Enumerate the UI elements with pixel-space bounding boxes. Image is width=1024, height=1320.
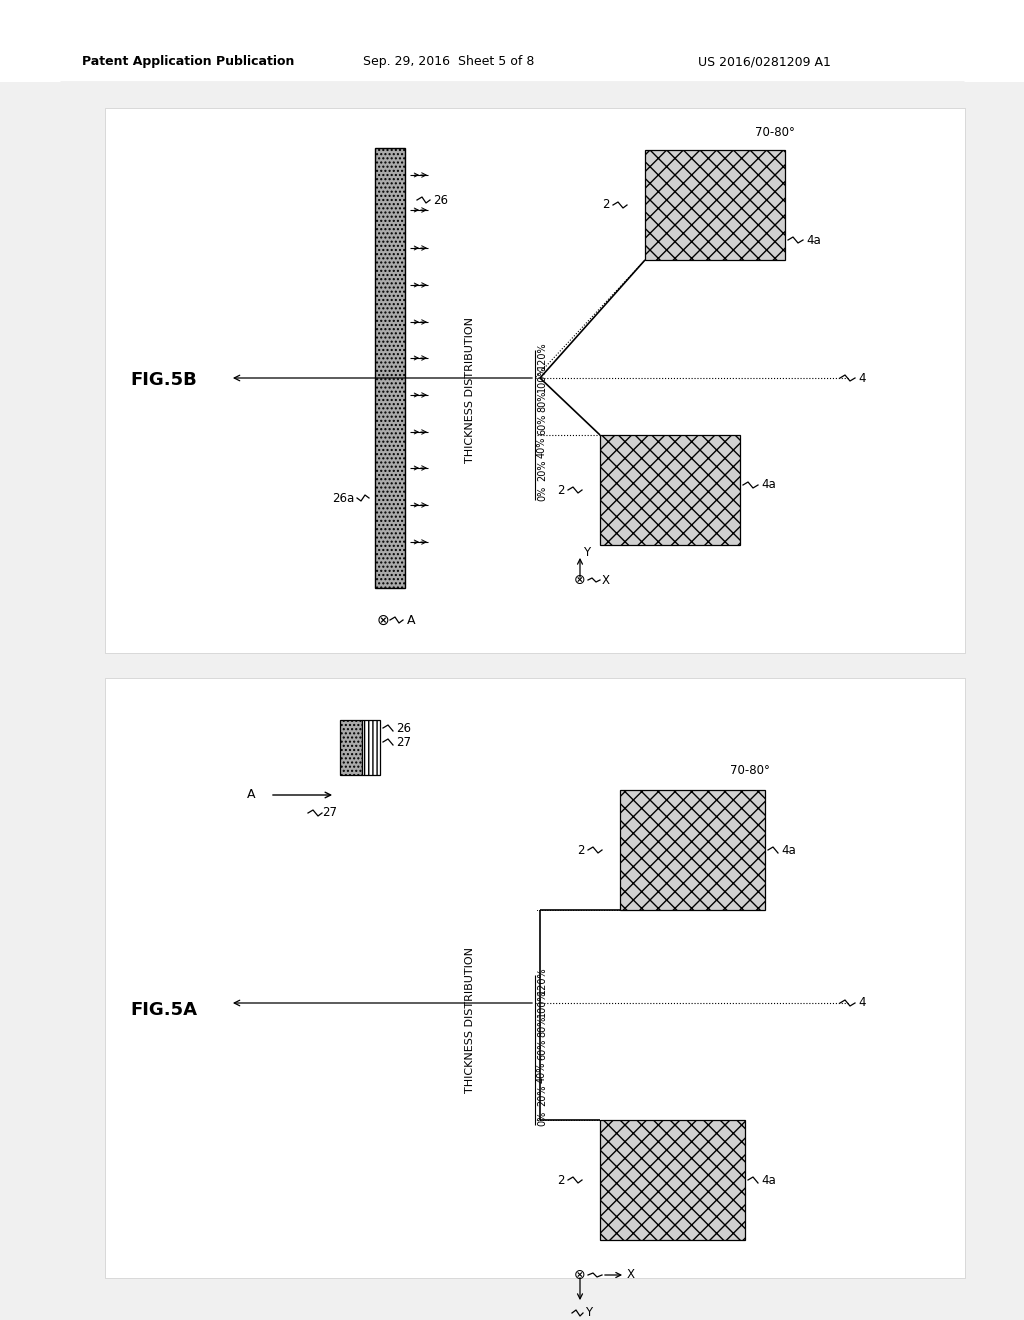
Text: 0%: 0%	[537, 486, 547, 500]
Text: 0%: 0%	[537, 1110, 547, 1126]
Text: Sep. 29, 2016  Sheet 5 of 8: Sep. 29, 2016 Sheet 5 of 8	[362, 55, 535, 69]
Text: FIG.5A: FIG.5A	[130, 1001, 197, 1019]
Bar	[645, 150, 785, 260]
Text: US 2016/0281209 A1: US 2016/0281209 A1	[698, 55, 830, 69]
Text: 4: 4	[858, 997, 865, 1010]
Text: 2: 2	[557, 1173, 565, 1187]
Text: Y: Y	[583, 545, 590, 558]
Text: 26: 26	[433, 194, 449, 206]
Text: 4: 4	[858, 371, 865, 384]
Text: A: A	[247, 788, 255, 801]
Text: 4a: 4a	[761, 479, 776, 491]
Bar	[105, 108, 965, 653]
Text: Patent Application Publication: Patent Application Publication	[82, 55, 294, 69]
Text: 20%: 20%	[537, 459, 547, 480]
Bar	[600, 436, 740, 545]
Text: A: A	[407, 614, 416, 627]
Text: 120%: 120%	[537, 966, 547, 994]
Text: 2: 2	[602, 198, 610, 211]
Text: 80%: 80%	[537, 391, 547, 412]
Text: Y: Y	[585, 1307, 592, 1320]
Text: 100%: 100%	[537, 989, 547, 1016]
Text: ⊗: ⊗	[377, 612, 389, 627]
Text: ⊗: ⊗	[574, 1269, 586, 1282]
Text: 4a: 4a	[781, 843, 796, 857]
Text: 40%: 40%	[537, 437, 547, 458]
Text: 2: 2	[578, 843, 585, 857]
Text: 26: 26	[396, 722, 411, 734]
Text: X: X	[602, 573, 610, 586]
Text: 60%: 60%	[537, 1039, 547, 1060]
Text: 2: 2	[557, 483, 565, 496]
Bar	[600, 1119, 745, 1239]
Text: 40%: 40%	[537, 1061, 547, 1082]
Text: FIG.5B: FIG.5B	[130, 371, 197, 389]
Text: ⊗: ⊗	[574, 573, 586, 587]
Text: 26a: 26a	[332, 491, 354, 504]
Text: 4a: 4a	[761, 1173, 776, 1187]
Text: 60%: 60%	[537, 413, 547, 434]
Text: 100%: 100%	[537, 364, 547, 392]
Bar	[0, 0, 1024, 100]
Text: 120%: 120%	[537, 341, 547, 368]
Text: X: X	[627, 1269, 635, 1282]
Bar	[375, 148, 406, 587]
Text: 4a: 4a	[806, 234, 821, 247]
Bar	[620, 789, 765, 909]
Text: 80%: 80%	[537, 1015, 547, 1036]
Text: THICKNESS DISTRIBUTION: THICKNESS DISTRIBUTION	[465, 946, 475, 1093]
Bar	[105, 678, 965, 1278]
Text: 27: 27	[396, 735, 411, 748]
Bar	[340, 719, 362, 775]
Text: 70-80°: 70-80°	[730, 763, 770, 776]
Text: 27: 27	[322, 807, 337, 820]
Text: 70-80°: 70-80°	[755, 125, 795, 139]
Text: THICKNESS DISTRIBUTION: THICKNESS DISTRIBUTION	[465, 317, 475, 463]
Text: 20%: 20%	[537, 1084, 547, 1106]
Bar	[362, 719, 380, 775]
